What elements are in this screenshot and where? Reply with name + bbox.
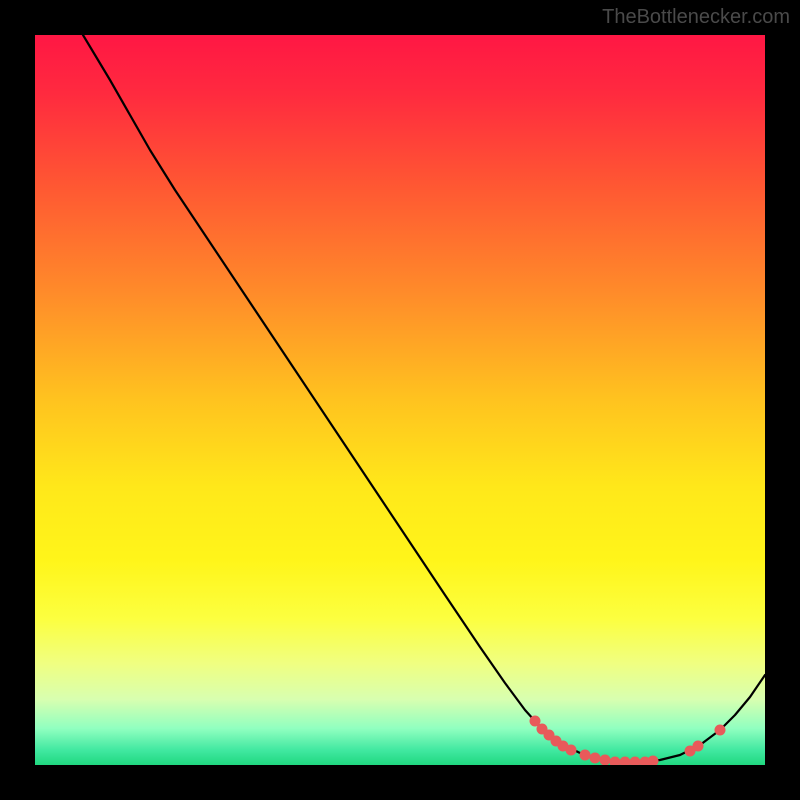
watermark-text: TheBottlenecker.com xyxy=(602,6,790,29)
highlight-dot xyxy=(620,757,631,766)
plot-area xyxy=(35,35,765,765)
highlight-dot xyxy=(648,756,659,766)
highlight-dot xyxy=(693,741,704,752)
highlight-dot xyxy=(590,753,601,764)
highlight-dot xyxy=(715,725,726,736)
highlight-dot xyxy=(600,755,611,766)
highlight-dot xyxy=(610,757,621,766)
highlight-dot xyxy=(630,757,641,766)
highlight-dot xyxy=(580,750,591,761)
highlight-dots xyxy=(35,35,765,765)
highlight-dot xyxy=(566,745,577,756)
